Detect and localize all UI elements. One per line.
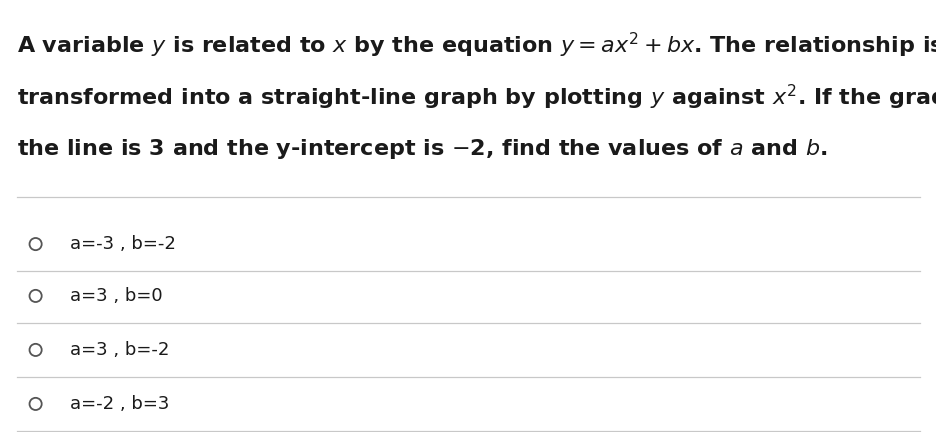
Text: a=3 , b=-2: a=3 , b=-2 xyxy=(70,341,169,359)
Text: the line is $\mathbf{3}$ and the y-intercept is $-\mathbf{2}$, find the values o: the line is $\mathbf{3}$ and the y-inter… xyxy=(17,137,826,161)
Text: A variable $y$ is related to $x$ by the equation $y = ax^2 + bx$. The relationsh: A variable $y$ is related to $x$ by the … xyxy=(17,31,936,60)
Text: transformed into a straight-line graph by plotting $y$ against $x^2$. If the gra: transformed into a straight-line graph b… xyxy=(17,83,936,112)
Text: a=3 , b=0: a=3 , b=0 xyxy=(70,287,163,305)
Text: a=-3 , b=-2: a=-3 , b=-2 xyxy=(70,235,176,253)
Text: a=-2 , b=3: a=-2 , b=3 xyxy=(70,395,169,413)
